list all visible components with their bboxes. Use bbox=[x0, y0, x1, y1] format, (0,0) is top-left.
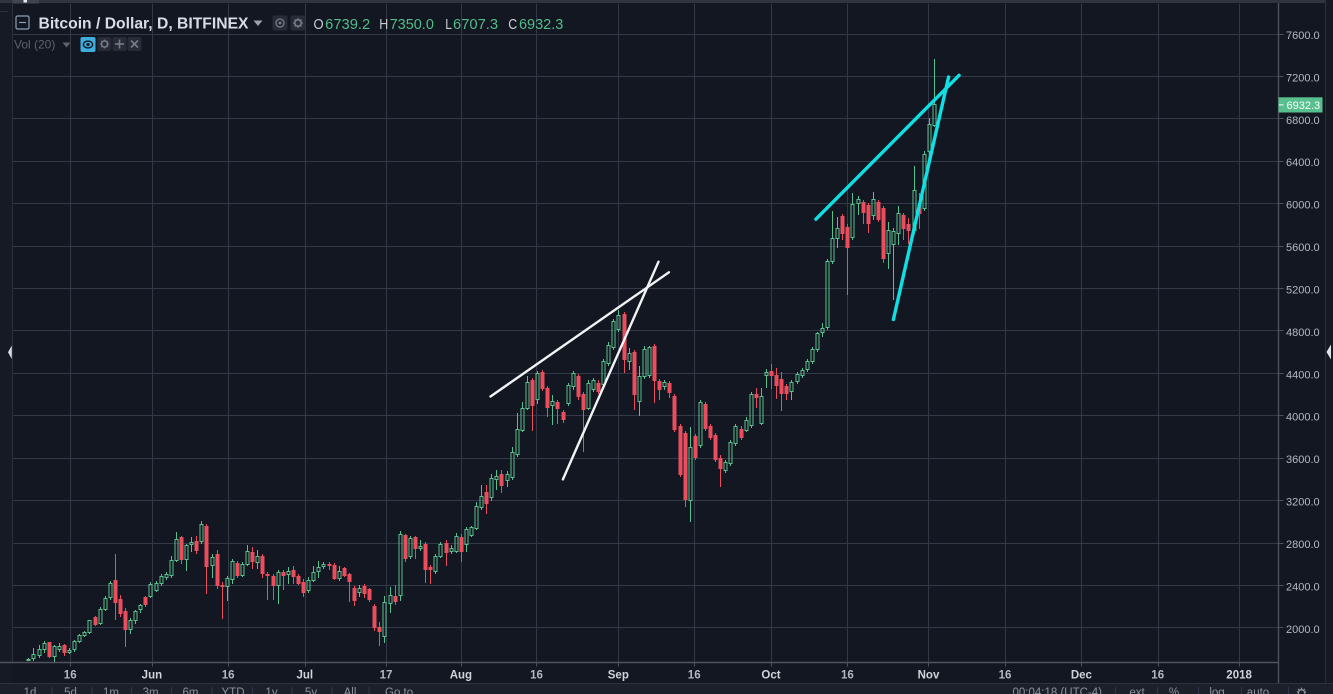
svg-text:6400.0: 6400.0 bbox=[1286, 157, 1320, 169]
svg-text:16: 16 bbox=[64, 670, 77, 682]
svg-text:16: 16 bbox=[688, 670, 701, 682]
svg-text:00:04:18 (UTC-4): 00:04:18 (UTC-4) bbox=[1013, 687, 1103, 694]
svg-text:7350.0: 7350.0 bbox=[390, 17, 434, 33]
svg-text:2400.0: 2400.0 bbox=[1286, 581, 1320, 593]
svg-text:auto: auto bbox=[1247, 687, 1269, 694]
svg-text:3200.0: 3200.0 bbox=[1286, 497, 1320, 509]
svg-text:L: L bbox=[445, 17, 452, 33]
svg-text:All: All bbox=[344, 687, 357, 694]
svg-text:17: 17 bbox=[380, 670, 393, 682]
svg-text:1y: 1y bbox=[265, 687, 277, 694]
svg-text:5600.0: 5600.0 bbox=[1286, 242, 1320, 254]
svg-text:C: C bbox=[508, 17, 517, 33]
svg-text:H: H bbox=[379, 17, 388, 33]
svg-text:2800.0: 2800.0 bbox=[1286, 539, 1320, 551]
svg-text:6800.0: 6800.0 bbox=[1286, 115, 1320, 127]
svg-text:O: O bbox=[314, 17, 324, 33]
svg-text:%: % bbox=[1169, 687, 1179, 694]
svg-text:16: 16 bbox=[530, 670, 543, 682]
svg-text:Vol (20): Vol (20) bbox=[14, 38, 55, 52]
svg-text:4800.0: 4800.0 bbox=[1286, 327, 1320, 339]
svg-text:3m: 3m bbox=[143, 687, 159, 694]
svg-text:16: 16 bbox=[999, 670, 1012, 682]
svg-text:16: 16 bbox=[841, 670, 854, 682]
svg-text:5d: 5d bbox=[64, 687, 77, 694]
svg-text:Aug: Aug bbox=[450, 670, 472, 682]
svg-text:Bitcoin / Dollar, D, BITFINEX: Bitcoin / Dollar, D, BITFINEX bbox=[39, 16, 250, 33]
svg-text:6707.3: 6707.3 bbox=[453, 17, 498, 33]
svg-text:log: log bbox=[1209, 687, 1224, 694]
svg-text:16: 16 bbox=[1151, 670, 1164, 682]
svg-text:5y: 5y bbox=[305, 687, 317, 694]
svg-text:6739.2: 6739.2 bbox=[325, 17, 370, 33]
svg-text:6m: 6m bbox=[183, 687, 199, 694]
svg-text:Sep: Sep bbox=[608, 670, 629, 682]
svg-text:YTD: YTD bbox=[222, 687, 245, 694]
svg-text:2018: 2018 bbox=[1226, 670, 1252, 682]
svg-text:Go to...: Go to... bbox=[385, 687, 423, 694]
svg-text:3600.0: 3600.0 bbox=[1286, 454, 1320, 466]
svg-text:1d: 1d bbox=[24, 687, 37, 694]
svg-text:1m: 1m bbox=[103, 687, 119, 694]
svg-text:4000.0: 4000.0 bbox=[1286, 412, 1320, 424]
svg-text:Jul: Jul bbox=[296, 670, 313, 682]
svg-text:Dec: Dec bbox=[1071, 670, 1093, 682]
svg-text:Oct: Oct bbox=[761, 670, 780, 682]
svg-text:4400.0: 4400.0 bbox=[1286, 369, 1320, 381]
svg-text:7200.0: 7200.0 bbox=[1286, 72, 1320, 84]
svg-text:2000.0: 2000.0 bbox=[1286, 624, 1320, 636]
svg-text:Nov: Nov bbox=[918, 670, 940, 682]
svg-text:ext: ext bbox=[1129, 687, 1145, 694]
svg-text:16: 16 bbox=[222, 670, 235, 682]
svg-text:6932.3: 6932.3 bbox=[519, 17, 563, 33]
svg-text:7600.0: 7600.0 bbox=[1286, 30, 1320, 42]
svg-text:6932.3: 6932.3 bbox=[1287, 100, 1321, 112]
svg-text:Jun: Jun bbox=[142, 670, 162, 682]
svg-text:5200.0: 5200.0 bbox=[1286, 284, 1320, 296]
svg-text:6000.0: 6000.0 bbox=[1286, 200, 1320, 212]
